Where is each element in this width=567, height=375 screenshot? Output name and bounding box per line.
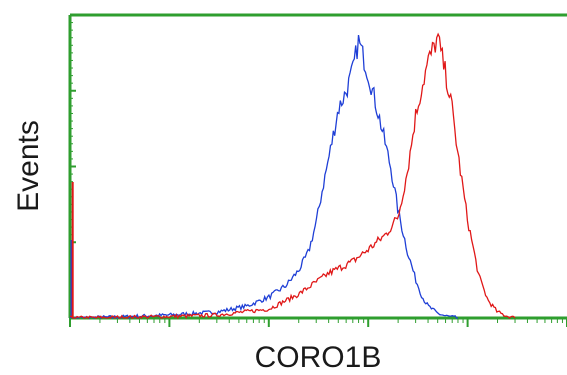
series-layer xyxy=(69,32,516,320)
y-axis-title: Events xyxy=(12,120,45,212)
histogram-series-line-1 xyxy=(69,34,458,319)
x-axis-ticks xyxy=(69,318,567,327)
histogram-series-line-2 xyxy=(69,32,516,320)
plot-frame xyxy=(68,13,567,320)
x-axis-title: CORO1B xyxy=(255,341,382,374)
